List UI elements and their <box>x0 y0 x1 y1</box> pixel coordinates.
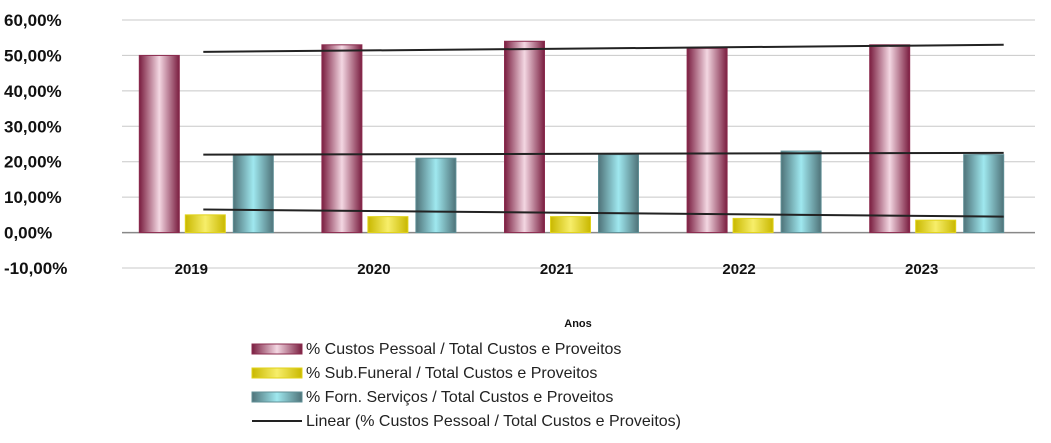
bar-series0-2019 <box>138 54 180 234</box>
legend-label: % Custos Pessoal / Total Custos e Provei… <box>306 341 621 358</box>
legend-swatch <box>251 343 303 355</box>
bar-series1-2022 <box>732 217 774 234</box>
x-tick-label: 2020 <box>357 261 390 278</box>
y-tick-label: 0,00% <box>4 224 52 243</box>
y-axis-tick-labels: -10,00% 0,00% 10,00% 20,00% 30,00% 40,00% 50,0… <box>4 11 67 278</box>
x-axis-tick-labels: 2019 2020 2021 2022 2023 <box>175 261 939 278</box>
y-tick-label: 10,00% <box>4 188 62 207</box>
y-tick-label: -10,00% <box>4 259 67 278</box>
trend-line-0 <box>203 43 1004 53</box>
legend-label: % Sub.Funeral / Total Custos e Proveitos <box>306 365 597 382</box>
legend-swatch <box>251 391 303 403</box>
bar-series2-2019 <box>232 154 274 234</box>
trend-line-2 <box>203 208 1004 218</box>
bar-series1-2023 <box>915 219 957 234</box>
bar-series0-2023 <box>869 44 911 234</box>
x-tick-label: 2019 <box>175 261 208 278</box>
trend-line-1 <box>203 151 1004 156</box>
legend-swatch <box>251 367 303 379</box>
y-tick-label: 50,00% <box>4 46 62 65</box>
x-tick-label: 2021 <box>540 261 573 278</box>
legend-label: Linear (% Custos Pessoal / Total Custos … <box>306 413 681 430</box>
bars <box>138 40 1005 234</box>
y-tick-label: 60,00% <box>4 11 62 30</box>
bar-series1-2021 <box>550 216 591 234</box>
trend-lines <box>203 43 1004 218</box>
bar-series2-2020 <box>415 157 457 234</box>
bar-series2-2021 <box>598 154 639 234</box>
x-tick-label: 2022 <box>722 261 755 278</box>
bar-series2-2022 <box>780 150 822 234</box>
bar-series0-2021 <box>504 40 545 234</box>
bar-series0-2020 <box>321 44 363 234</box>
x-axis-title: Anos <box>564 318 592 330</box>
bar-series1-2020 <box>367 216 409 234</box>
bar-series2-2023 <box>963 154 1005 234</box>
legend-label: % Forn. Serviços / Total Custos e Provei… <box>306 389 613 406</box>
x-tick-label: 2023 <box>905 261 938 278</box>
y-tick-label: 20,00% <box>4 153 62 172</box>
legend: % Custos Pessoal / Total Custos e Provei… <box>251 341 681 430</box>
y-tick-label: 40,00% <box>4 82 62 101</box>
bar-series0-2022 <box>686 47 728 234</box>
bar-series1-2019 <box>184 214 226 234</box>
y-tick-label: 30,00% <box>4 117 62 136</box>
